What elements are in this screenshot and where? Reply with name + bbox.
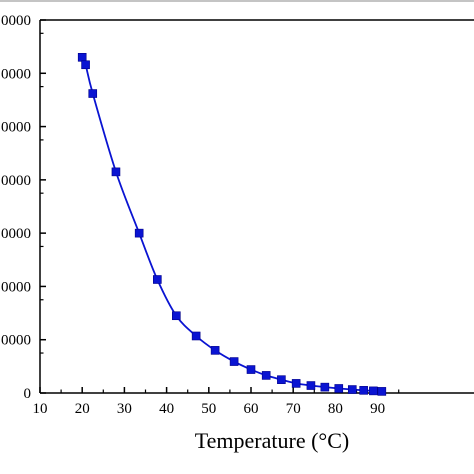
y-tick-label: 0000 <box>1 173 31 189</box>
data-point <box>134 228 144 238</box>
data-point <box>88 89 98 98</box>
y-tick-label: 0000 <box>1 333 31 349</box>
data-point <box>246 365 256 374</box>
plot-frame <box>39 19 474 394</box>
data-point <box>377 387 387 396</box>
data-point <box>334 384 344 393</box>
x-axis-ticks: 10 20 30 40 50 60 70 80 90 <box>33 387 400 417</box>
y-tick-label: 0000 <box>1 120 31 136</box>
x-tick-label: 20 <box>75 401 90 417</box>
data-point <box>77 52 87 62</box>
data-point <box>347 385 357 394</box>
x-tick-label: 10 <box>33 401 48 417</box>
data-point <box>359 386 368 395</box>
y-tick-label: 0000 <box>1 13 31 29</box>
data-point <box>191 331 201 341</box>
data-point <box>153 275 162 284</box>
x-tick-label: 60 <box>244 401 259 417</box>
x-tick-label: 50 <box>201 401 216 417</box>
data-point <box>261 371 271 380</box>
data-point <box>172 311 181 321</box>
x-tick-label: 40 <box>159 401 174 417</box>
y-tick-label: 0000 <box>1 66 31 82</box>
x-tick-label: 90 <box>370 401 385 417</box>
x-tick-label: 70 <box>286 401 301 417</box>
x-tick-label: 80 <box>328 401 343 417</box>
x-tick-label: 30 <box>117 401 132 417</box>
y-tick-label: 0 <box>24 386 32 402</box>
series-markers <box>77 52 387 396</box>
data-point <box>306 381 316 390</box>
y-tick-label: 0000 <box>1 226 31 242</box>
data-point <box>111 167 121 177</box>
data-point <box>277 375 286 384</box>
data-point <box>369 386 378 396</box>
data-point <box>291 379 301 388</box>
y-tick-label: 0000 <box>1 279 31 295</box>
data-point <box>81 60 90 70</box>
data-point <box>210 346 220 355</box>
series-curve <box>81 56 382 393</box>
x-axis-label: Temperature (°C) <box>195 428 349 453</box>
data-point <box>229 357 239 366</box>
data-point <box>320 382 330 392</box>
